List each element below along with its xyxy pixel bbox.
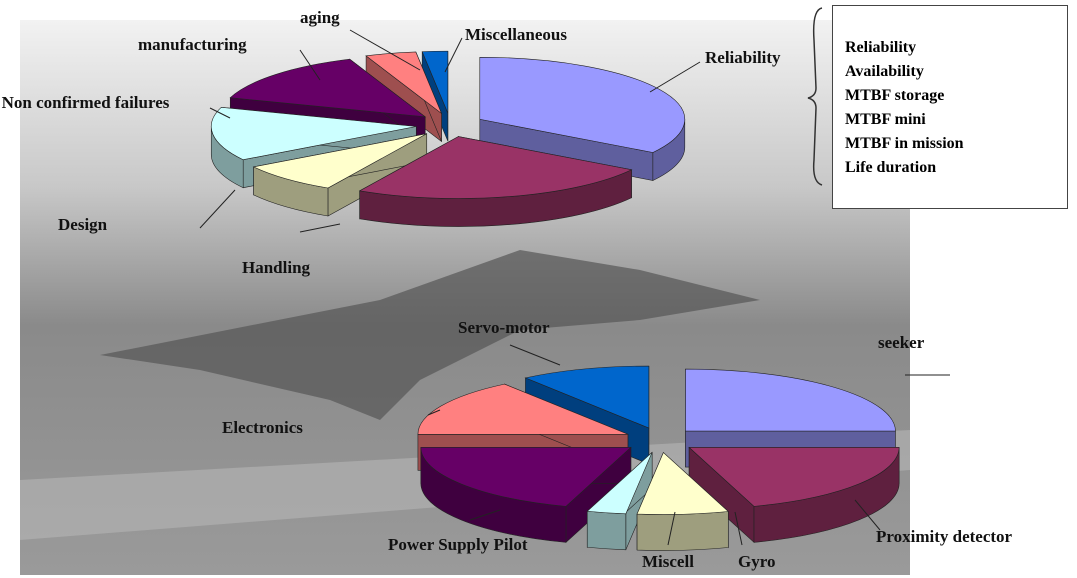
slice-label: Miscell [642, 552, 694, 571]
brace [807, 7, 823, 186]
box-item: MTBF mini [845, 111, 926, 128]
box-item: Availability [845, 63, 924, 80]
slice [685, 368, 896, 432]
slice-label: aging [300, 8, 340, 27]
slice [586, 452, 653, 515]
slice-wall [636, 511, 729, 551]
slice-label: Reliability [705, 48, 781, 67]
slice [420, 447, 632, 507]
slice-label: Non confirmed failures [1, 93, 170, 112]
slice [636, 452, 729, 515]
leader-line [444, 37, 463, 73]
slice [420, 446, 632, 544]
slice-label: Miscellaneous [465, 25, 567, 44]
slice-label: Design [58, 215, 108, 234]
slice [252, 133, 428, 217]
slice [688, 446, 900, 544]
box-item: Reliability [845, 39, 917, 56]
slice [229, 58, 427, 118]
slice-label: Power Supply Pilot [388, 535, 528, 554]
slice-label: seeker [878, 333, 925, 352]
leader-line [299, 49, 321, 81]
slice-label: Gyro [738, 552, 776, 571]
slice [358, 136, 633, 199]
box-item: MTBF storage [845, 87, 945, 104]
leader-line [667, 511, 676, 546]
leader-line [469, 509, 501, 521]
leader-line [349, 29, 421, 71]
text-box: Reliability Availability MTBF storage MTBF … [832, 5, 1068, 209]
leader-line [427, 409, 441, 416]
box-item: MTBF in mission [845, 135, 964, 152]
slice-label: Servo-motor [458, 318, 550, 337]
slice [586, 451, 653, 551]
leader-line [299, 223, 341, 233]
slice [358, 136, 633, 227]
leader-line [509, 344, 561, 366]
leader-line [199, 189, 236, 229]
slice [636, 451, 729, 551]
slice [524, 365, 650, 429]
slice-label: Handling [242, 258, 311, 277]
slice [417, 383, 629, 435]
leader-line [734, 511, 743, 546]
leader-line [649, 61, 701, 93]
box-item: Life duration [845, 159, 937, 176]
slice-label: manufacturing [138, 35, 247, 54]
aircraft [100, 250, 760, 420]
slice-label: Electronics [222, 418, 303, 437]
leader-line [209, 107, 231, 119]
slice [479, 56, 686, 153]
slice-label: Proximity detector [876, 527, 1013, 546]
slice-wall [586, 510, 627, 551]
slice [252, 133, 427, 189]
leader-line [854, 499, 881, 531]
slice [421, 50, 449, 114]
slice [688, 447, 900, 507]
slice [479, 56, 686, 181]
